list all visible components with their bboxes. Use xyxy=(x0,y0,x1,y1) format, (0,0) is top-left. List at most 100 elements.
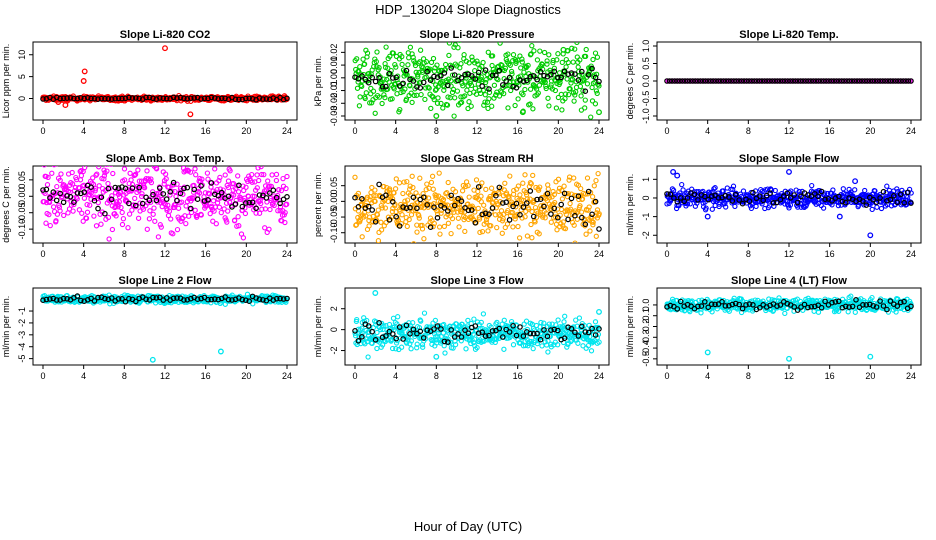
data-point-hourly xyxy=(472,220,479,226)
data-point-hourly xyxy=(212,296,218,302)
data-point-hourly xyxy=(805,78,812,84)
x-tick-label: 8 xyxy=(434,249,439,259)
data-point xyxy=(424,181,430,187)
data-points xyxy=(664,293,914,362)
data-point-hourly xyxy=(465,207,472,214)
data-point-hourly xyxy=(739,200,746,207)
data-point xyxy=(112,204,118,211)
data-point xyxy=(537,48,543,54)
data-point xyxy=(426,85,432,91)
data-point-hourly xyxy=(253,205,259,212)
data-point xyxy=(566,177,572,183)
data-point xyxy=(477,229,483,236)
data-point xyxy=(587,228,593,234)
y-tick-label: -0.10 xyxy=(17,219,27,240)
data-point xyxy=(557,223,563,230)
data-point-hourly xyxy=(181,297,187,303)
data-point-hourly xyxy=(376,319,382,326)
data-point xyxy=(515,96,521,102)
data-point-hourly xyxy=(81,189,88,195)
data-point xyxy=(520,91,526,98)
data-point xyxy=(266,226,272,232)
data-point-hourly xyxy=(472,323,479,329)
data-point xyxy=(580,88,586,94)
data-point-hourly xyxy=(74,293,81,299)
panel-box: Slope Amb. Box Temp.degrees C per min.0 4… xyxy=(1,153,298,259)
data-point-hourly xyxy=(60,95,67,102)
data-point xyxy=(567,200,573,207)
data-point xyxy=(572,46,578,52)
data-point-hourly xyxy=(720,78,727,84)
data-point-hourly xyxy=(284,295,290,302)
data-point xyxy=(481,202,487,208)
panel-title: Slope Line 4 (LT) Flow xyxy=(731,275,847,287)
data-point-hourly xyxy=(736,78,742,84)
data-point xyxy=(463,346,469,352)
data-point xyxy=(586,204,592,210)
data-point xyxy=(482,99,488,105)
data-point-hourly xyxy=(157,95,163,101)
y-axis-label: ml/min per min. xyxy=(1,296,11,358)
data-point xyxy=(479,180,485,186)
data-point-hourly xyxy=(534,330,540,337)
data-point xyxy=(385,65,391,71)
data-point xyxy=(214,186,220,193)
data-point xyxy=(444,189,450,196)
data-point xyxy=(466,60,472,66)
data-point xyxy=(222,172,228,178)
data-point xyxy=(485,105,491,112)
data-point-hourly xyxy=(908,78,914,84)
data-point xyxy=(583,46,589,53)
data-point xyxy=(501,317,507,323)
data-point-hourly xyxy=(596,326,602,332)
data-point xyxy=(425,195,432,201)
data-point xyxy=(282,219,288,226)
data-point xyxy=(488,223,494,229)
data-point xyxy=(423,74,429,80)
data-point xyxy=(562,225,569,232)
data-point-hourly xyxy=(592,198,599,205)
x-tick-label: 20 xyxy=(241,371,251,381)
data-point-hourly xyxy=(472,76,479,82)
data-point xyxy=(365,354,371,360)
data-point xyxy=(389,196,396,202)
data-point xyxy=(372,187,378,193)
y-tick-label: -0.5 xyxy=(641,351,651,367)
data-point-hourly xyxy=(856,78,863,84)
data-point-hourly xyxy=(424,68,431,75)
data-point-hourly xyxy=(462,327,468,334)
data-point xyxy=(213,221,219,227)
data-point xyxy=(416,215,422,221)
data-point xyxy=(809,182,815,189)
data-point-hourly xyxy=(95,205,101,212)
data-point xyxy=(125,225,131,231)
data-point xyxy=(128,177,134,183)
data-point-hourly xyxy=(523,200,530,206)
y-tick-label: -1 xyxy=(17,307,27,315)
data-point-hourly xyxy=(736,197,743,203)
data-point xyxy=(368,189,374,196)
data-point xyxy=(378,227,385,233)
data-point-hourly xyxy=(222,95,228,102)
data-point-hourly xyxy=(589,65,595,72)
data-point-hourly xyxy=(181,95,187,102)
data-point-hourly xyxy=(355,76,362,82)
data-point-hourly xyxy=(84,95,91,101)
data-point xyxy=(582,191,589,197)
data-point xyxy=(494,319,500,326)
y-tick-label: 0 xyxy=(17,96,27,101)
data-point xyxy=(578,185,584,192)
data-point xyxy=(386,79,392,85)
data-point xyxy=(464,323,471,329)
data-point xyxy=(588,114,594,120)
data-point xyxy=(544,58,550,64)
data-point xyxy=(216,204,223,210)
data-point-outlier xyxy=(217,348,224,355)
data-point-outlier xyxy=(674,172,681,179)
data-point xyxy=(424,324,430,330)
data-point xyxy=(540,214,546,220)
data-point xyxy=(140,206,147,212)
data-point xyxy=(577,57,583,63)
